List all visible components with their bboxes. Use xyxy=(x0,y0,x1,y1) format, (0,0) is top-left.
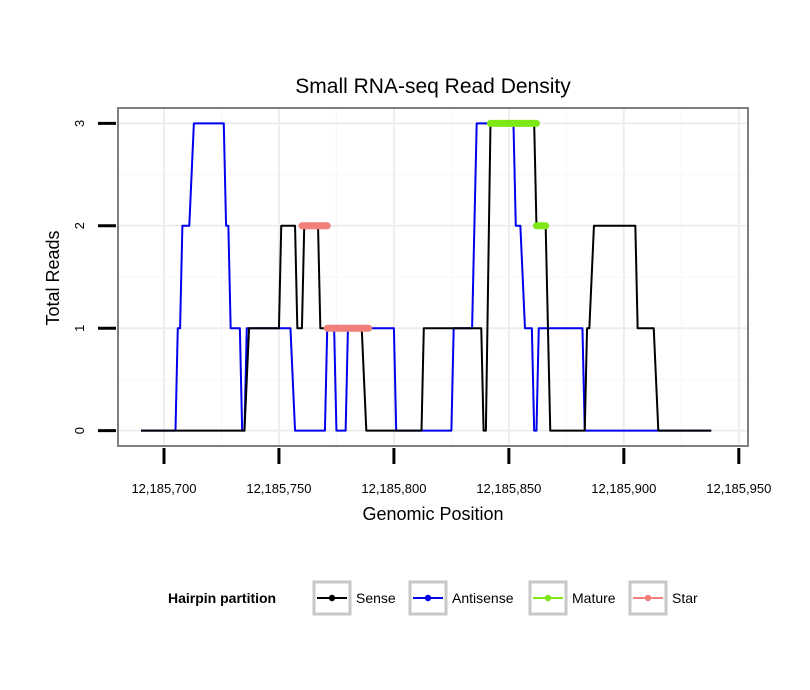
legend-key-mature-dot xyxy=(544,594,552,602)
x-tick-label: 12,185,900 xyxy=(591,481,656,496)
legend-label-star: Star xyxy=(672,590,698,606)
legend-label-sense: Sense xyxy=(356,590,396,606)
legend-label-antisense: Antisense xyxy=(452,590,514,606)
plot-area: 12,185,700 12,185,750 12,185,800 12,185,850… xyxy=(72,107,771,496)
x-tick-label: 12,185,700 xyxy=(131,481,196,496)
y-axis-label: Total Reads xyxy=(43,230,63,325)
y-tick-label: 1 xyxy=(72,325,87,332)
y-tick-label: 2 xyxy=(72,222,87,229)
x-axis-label: Genomic Position xyxy=(362,504,503,524)
x-tick-label: 12,185,800 xyxy=(361,481,426,496)
chart-title: Small RNA-seq Read Density xyxy=(295,75,571,98)
series-sense-line xyxy=(140,122,712,432)
legend-key-antisense-dot xyxy=(424,594,432,602)
legend-title: Hairpin partition xyxy=(168,590,276,606)
legend-key-sense-dot xyxy=(328,594,336,602)
y-tick-label: 3 xyxy=(72,120,87,127)
series-antisense-line xyxy=(140,122,712,432)
legend-label-mature: Mature xyxy=(572,590,616,606)
y-tick-label: 0 xyxy=(72,427,87,434)
legend-key-star-dot xyxy=(644,594,652,602)
legend: Hairpin partition Sense Antisense Mature St… xyxy=(168,580,698,616)
plot-border xyxy=(117,107,749,447)
x-tick-label: 12,185,750 xyxy=(246,481,311,496)
x-tick-label: 12,185,950 xyxy=(706,481,771,496)
x-tick-label: 12,185,850 xyxy=(476,481,541,496)
